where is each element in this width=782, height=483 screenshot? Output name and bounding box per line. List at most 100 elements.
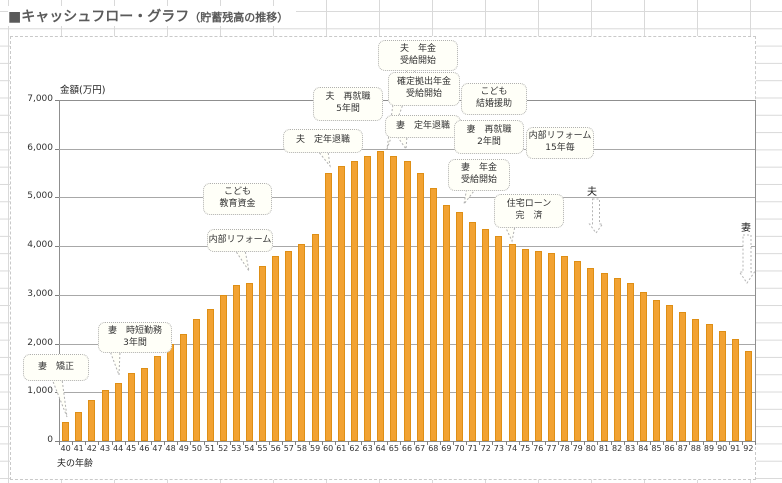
bar-age-77 [548,253,555,441]
bar-age-74 [508,244,516,441]
bar-age-48 [167,344,175,441]
x-axis-tick [177,441,179,445]
bar-age-90 [718,331,726,441]
x-axis-label: 40 [60,444,71,453]
x-axis-label: 50 [191,444,202,453]
y-axis-label: 4,000 [27,240,53,250]
x-axis-label: 69 [441,444,452,453]
x-axis-label: 73 [493,444,504,453]
bar-age-65 [390,156,398,441]
y-gridline [59,149,755,150]
x-axis-tick [610,441,612,445]
x-axis-tick [741,441,743,445]
bar-age-87 [679,312,687,441]
bar-age-83 [626,283,634,441]
bar-age-57 [285,251,293,441]
x-axis-label: 58 [296,444,307,453]
y-axis-unit-label: 金額(万円) [60,85,106,96]
x-axis-label: 78 [559,444,570,453]
y-axis-tick [55,246,59,247]
bar-age-63 [364,156,372,441]
x-axis-tick [518,441,520,445]
bar-age-62 [351,161,358,441]
bar-age-46 [140,368,148,441]
bar-age-72 [482,229,490,441]
bar-age-75 [521,249,529,441]
x-axis-tick [269,441,271,445]
x-axis-label: 80 [585,444,596,453]
x-axis-tick [203,441,205,445]
x-axis-label: 84 [638,444,649,453]
bar-age-80 [587,268,595,441]
x-axis-label: 42 [86,444,97,453]
x-axis-label: 49 [178,444,189,453]
y-axis-label: 7,000 [27,94,53,104]
x-axis-label: 52 [218,444,229,453]
x-axis-tick [413,441,415,445]
x-axis-label: 65 [388,444,399,453]
x-axis-tick [374,441,376,445]
bar-age-91 [731,339,739,441]
bar-age-49 [180,334,188,441]
x-axis-label: 71 [467,444,478,453]
y-axis-label: 2,000 [27,338,53,348]
x-axis-label: 61 [336,444,347,453]
bar-age-50 [193,319,201,441]
x-axis-tick [571,441,573,445]
x-axis-tick [676,441,678,445]
y-axis-label: 6,000 [27,143,53,153]
x-axis-label: 59 [310,444,321,453]
x-axis-label: 66 [401,444,413,453]
bar-age-52 [219,295,227,441]
x-axis-tick [453,441,454,445]
bar-age-56 [272,256,280,441]
x-axis-tick [216,441,218,445]
bar-age-51 [206,309,214,441]
x-axis-label: 90 [717,444,728,453]
x-axis-tick [164,441,166,445]
x-axis-label: 43 [99,444,111,453]
x-axis-tick [334,441,336,445]
x-axis-label: 44 [113,444,124,453]
bar-age-60 [324,173,332,441]
x-axis-label: 86 [664,444,675,453]
x-axis-title: 夫の年齢 [57,459,94,469]
x-axis-label: 45 [126,444,137,453]
x-axis-tick [558,441,559,445]
x-axis-label: 53 [231,444,242,453]
x-axis-label: 81 [598,444,610,453]
x-axis-tick [229,441,231,445]
x-axis-tick [426,441,428,445]
bar-age-42 [88,400,96,441]
x-axis-tick [256,441,257,445]
x-axis-label: 75 [520,444,531,453]
bar-age-59 [311,234,319,441]
bar-age-84 [639,292,647,441]
x-axis-tick [755,441,756,445]
x-axis-label: 82 [612,444,623,453]
bar-age-61 [337,166,345,441]
bar-age-85 [653,300,660,441]
x-axis-tick [466,441,468,445]
x-axis-label: 85 [651,444,662,453]
x-axis-tick [347,441,349,445]
x-axis-tick [597,441,599,445]
x-axis-tick [59,441,60,445]
x-axis-label: 62 [349,444,360,453]
x-axis-tick [623,441,625,445]
bar-age-81 [600,273,608,441]
bar-age-44 [114,383,122,441]
x-axis-label: 87 [677,444,688,453]
y-axis-tick [55,441,59,442]
bar-age-66 [403,161,411,441]
x-axis-tick [137,441,139,445]
y-axis-tick [55,100,59,101]
x-axis-tick [663,441,665,445]
x-axis-label: 60 [323,444,334,453]
x-axis-label: 72 [480,444,491,453]
x-axis-label: 74 [507,444,518,453]
x-axis-label: 76 [533,444,544,453]
bar-age-76 [534,251,542,441]
